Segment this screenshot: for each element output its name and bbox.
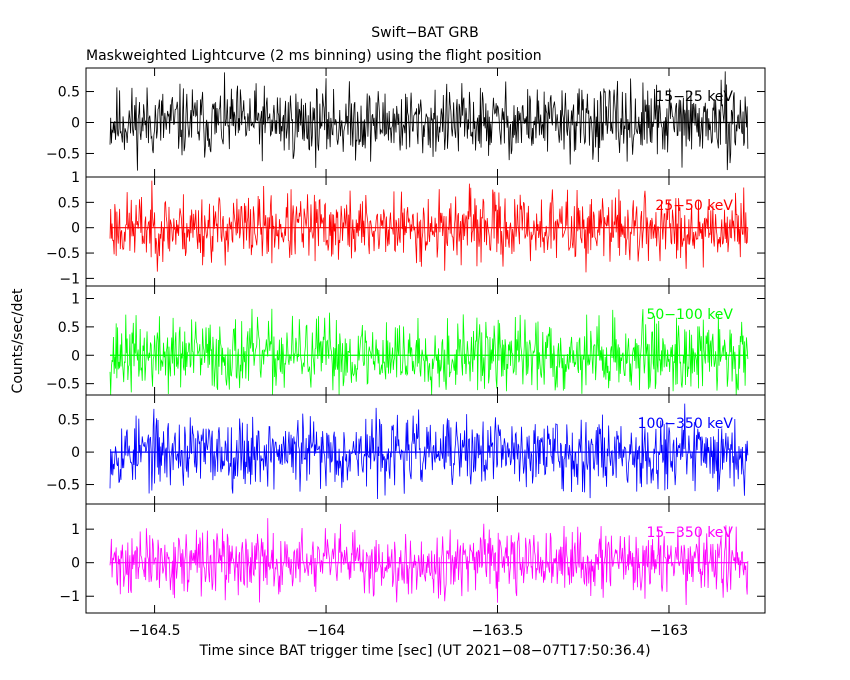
x-axis: −164.5 −164 −163.5 −163	[129, 623, 689, 639]
chart-subtitle: Maskweighted Lightcurve (2 ms binning) u…	[86, 48, 542, 64]
panel: 1 0 −1 15−350 keV	[59, 503, 766, 614]
x-tick-label: −163	[650, 623, 688, 639]
y-tick-label: 0	[71, 556, 80, 572]
panel-frame	[85, 503, 766, 614]
y-tick-label: −0.5	[46, 246, 80, 262]
y-tick-label: −1	[59, 271, 80, 287]
panel-label: 15−350 keV	[646, 525, 733, 541]
series-line	[109, 403, 749, 500]
y-tick-label: 1	[71, 291, 80, 307]
y-tick-label: −0.5	[46, 146, 80, 162]
y-tick-label: 0	[71, 116, 80, 132]
x-axis-label: Time since BAT trigger time [sec] (UT 20…	[198, 643, 650, 659]
panel-label: 25−50 keV	[655, 198, 733, 214]
chart-title: Swift−BAT GRB	[371, 25, 478, 41]
x-tick-label: −164.5	[129, 623, 181, 639]
panels-group: 0.5 0 −0.5 15−25 keV 1 0.5 0 −0.5 −1 25−50 keV 1 0.…	[46, 67, 766, 614]
series-line	[109, 71, 749, 171]
panel-label: 50−100 keV	[646, 307, 733, 323]
series-line	[109, 180, 749, 273]
y-tick-label: 0	[71, 445, 80, 461]
y-tick-label: 0.5	[58, 195, 80, 211]
y-tick-label: −0.5	[46, 377, 80, 393]
panel-label: 100−350 keV	[638, 416, 734, 432]
y-tick-label: −1	[59, 589, 80, 605]
x-tick-label: −164	[307, 623, 346, 639]
y-axis-label: Counts/sec/det	[10, 288, 26, 393]
y-tick-label: 1	[71, 170, 80, 186]
series-line	[109, 308, 749, 395]
panel-label: 15−25 keV	[655, 89, 733, 105]
y-tick-label: 1	[71, 522, 80, 538]
y-tick-label: −0.5	[46, 478, 80, 494]
y-tick-label: 0.5	[58, 413, 80, 429]
x-tick-label: −163.5	[472, 623, 524, 639]
y-tick-label: 0	[71, 348, 80, 364]
y-tick-label: 0.5	[58, 85, 80, 101]
series-line	[109, 518, 749, 606]
y-tick-label: 0.5	[58, 320, 80, 336]
y-tick-label: 0	[71, 221, 80, 237]
panel: 0.5 0 −0.5 100−350 keV	[46, 394, 766, 505]
